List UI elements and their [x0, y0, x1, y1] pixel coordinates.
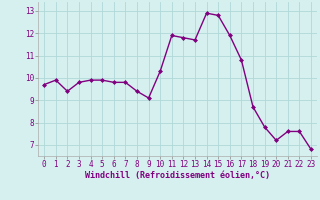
X-axis label: Windchill (Refroidissement éolien,°C): Windchill (Refroidissement éolien,°C)	[85, 171, 270, 180]
